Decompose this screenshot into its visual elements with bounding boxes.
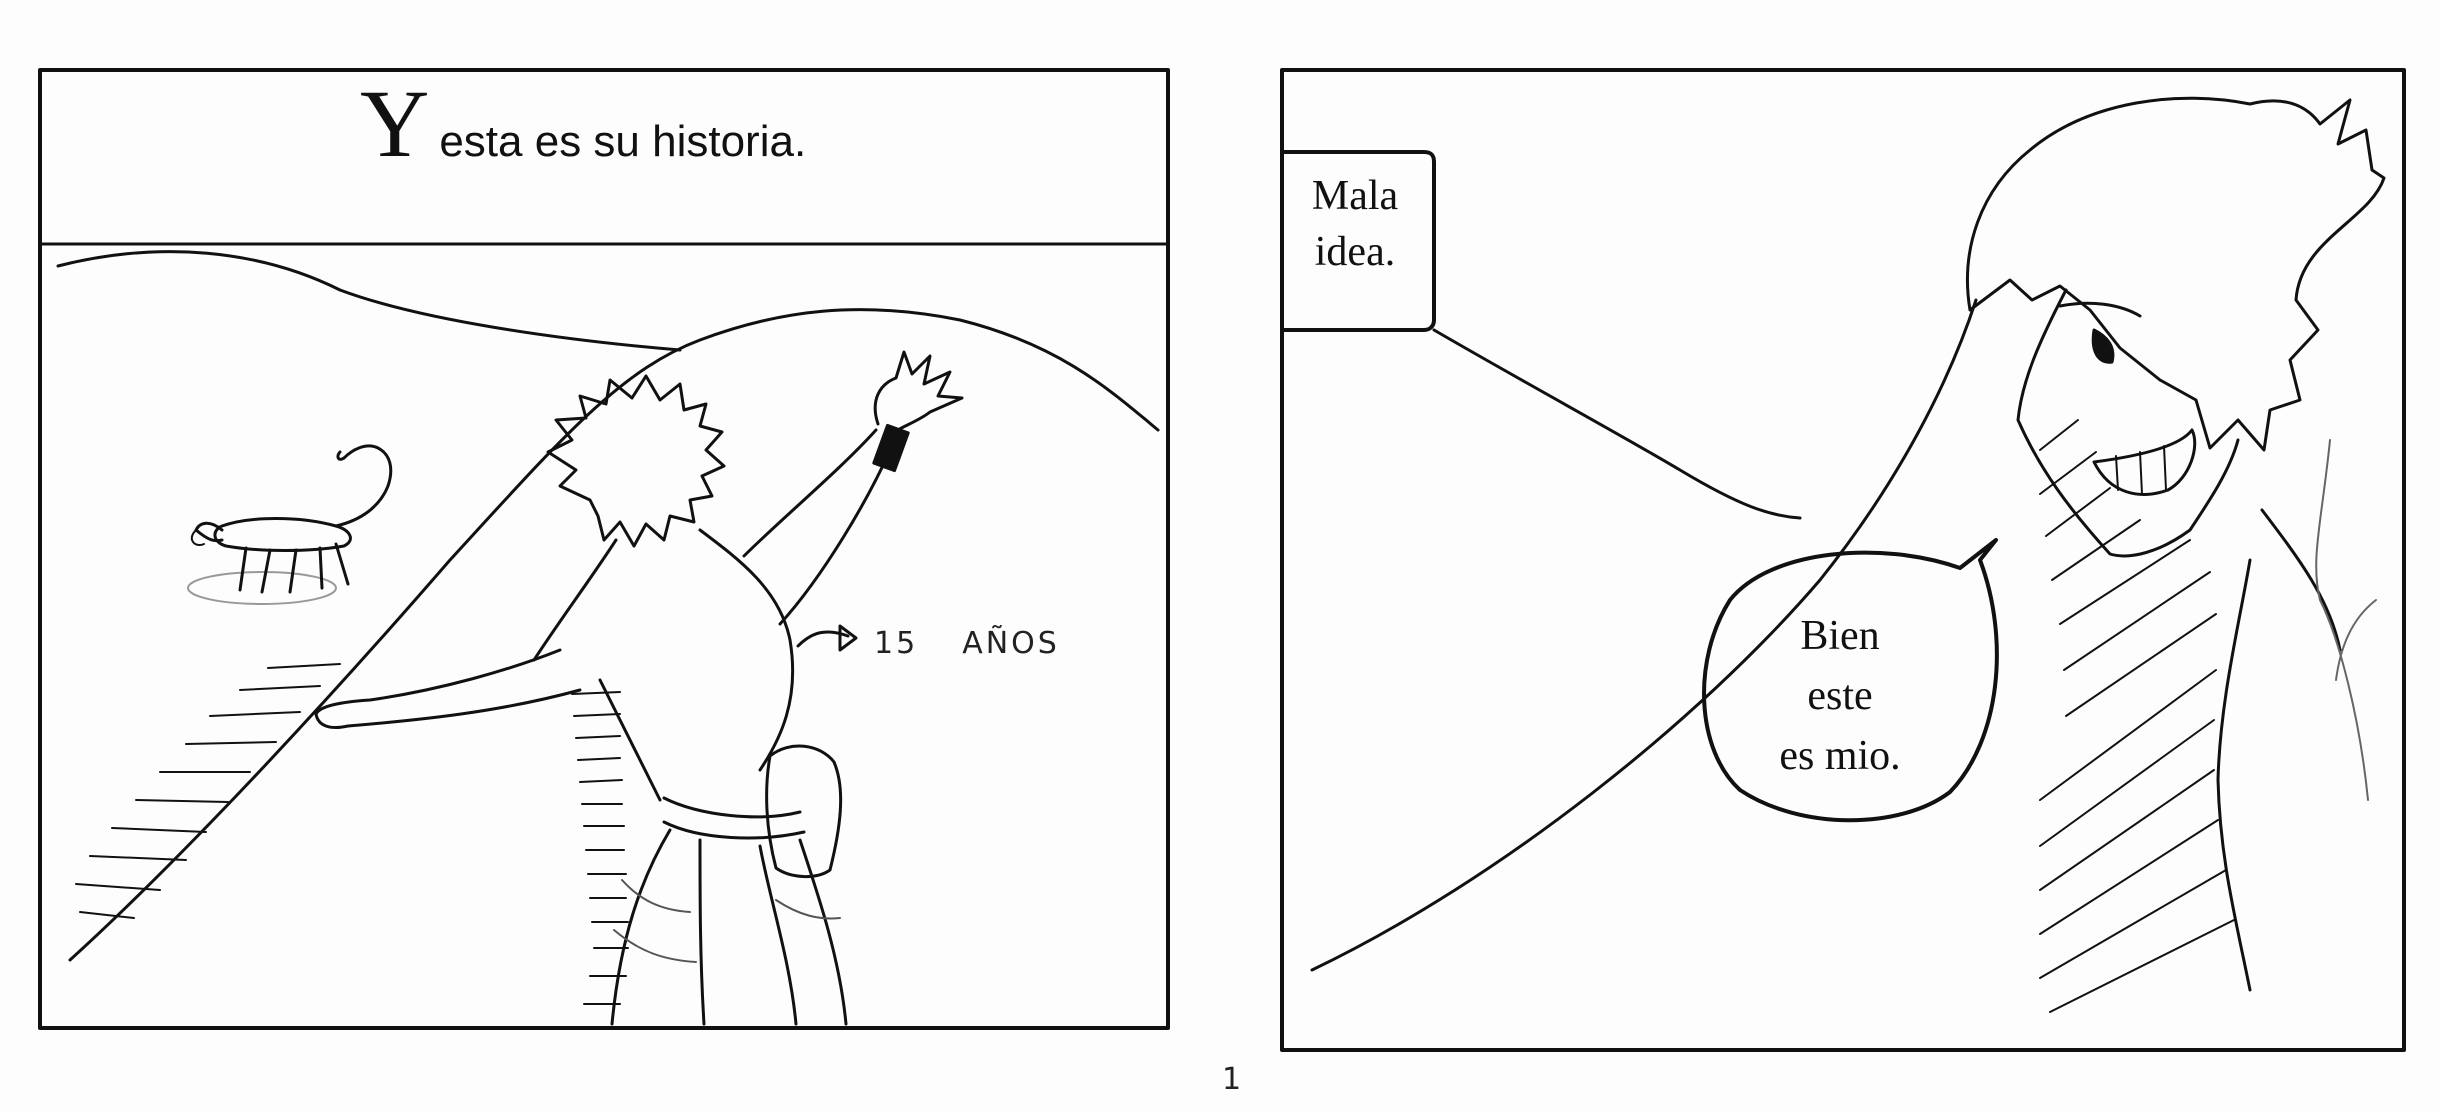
panel-2-border bbox=[1280, 68, 2406, 1052]
boy-pants bbox=[610, 828, 848, 1026]
boy-closeup-eye bbox=[2091, 328, 2115, 364]
boy-closeup-face bbox=[2016, 288, 2240, 558]
panel-2-caption-text: Mala idea. bbox=[1296, 168, 1414, 280]
caption-drop-cap: Y bbox=[360, 70, 430, 177]
speech-bubble-outline bbox=[1702, 538, 1999, 823]
boy-hair bbox=[546, 374, 726, 548]
boy-hand bbox=[873, 350, 964, 432]
speech-bubble-line: es mio. bbox=[1779, 733, 1901, 779]
page-number: 1 bbox=[1222, 1062, 1242, 1097]
age-arrow-icon bbox=[796, 624, 858, 652]
foreground-dune bbox=[68, 308, 1160, 962]
panel-1 bbox=[38, 68, 1170, 1030]
scorpion bbox=[187, 444, 393, 605]
age-unit: AÑOS bbox=[962, 626, 1060, 661]
speech-bubble-text: Bien este es mio. bbox=[1740, 606, 1940, 786]
panel-2-foreground-slope bbox=[1310, 298, 1978, 972]
boy-closeup-grin bbox=[2092, 428, 2197, 496]
caption-box-line: idea. bbox=[1314, 229, 1396, 275]
speech-bubble-line: este bbox=[1807, 673, 1873, 719]
boy-closeup bbox=[1966, 96, 2386, 1013]
boy-torso bbox=[532, 528, 795, 802]
figure-shading bbox=[571, 691, 629, 1005]
background-dune bbox=[56, 250, 682, 352]
boy-wristband bbox=[872, 423, 910, 473]
panel-2-dune bbox=[1432, 328, 1802, 520]
scorpion-shadow bbox=[187, 571, 337, 605]
boy-from-behind bbox=[314, 350, 964, 1026]
caption-text: esta es su historia. bbox=[439, 117, 807, 166]
boy-belt bbox=[662, 796, 806, 840]
age-number: 15 bbox=[874, 626, 919, 661]
boy-closeup-shading bbox=[2039, 419, 2235, 1013]
age-annotation: 15 AÑOS bbox=[874, 626, 1060, 661]
boy-closeup-neck bbox=[2216, 508, 2342, 992]
boy-pouch bbox=[765, 744, 843, 878]
panel-1-border bbox=[38, 68, 1170, 1030]
caption-box-line: Mala bbox=[1311, 173, 1399, 219]
panel-2-caption-box bbox=[1280, 150, 1436, 332]
speech-bubble-line: Bien bbox=[1800, 613, 1880, 659]
boy-left-arm bbox=[314, 648, 582, 729]
panel-2 bbox=[1280, 68, 2406, 1052]
boy-closeup-hair bbox=[1966, 96, 2386, 452]
dune-shading bbox=[75, 663, 341, 919]
